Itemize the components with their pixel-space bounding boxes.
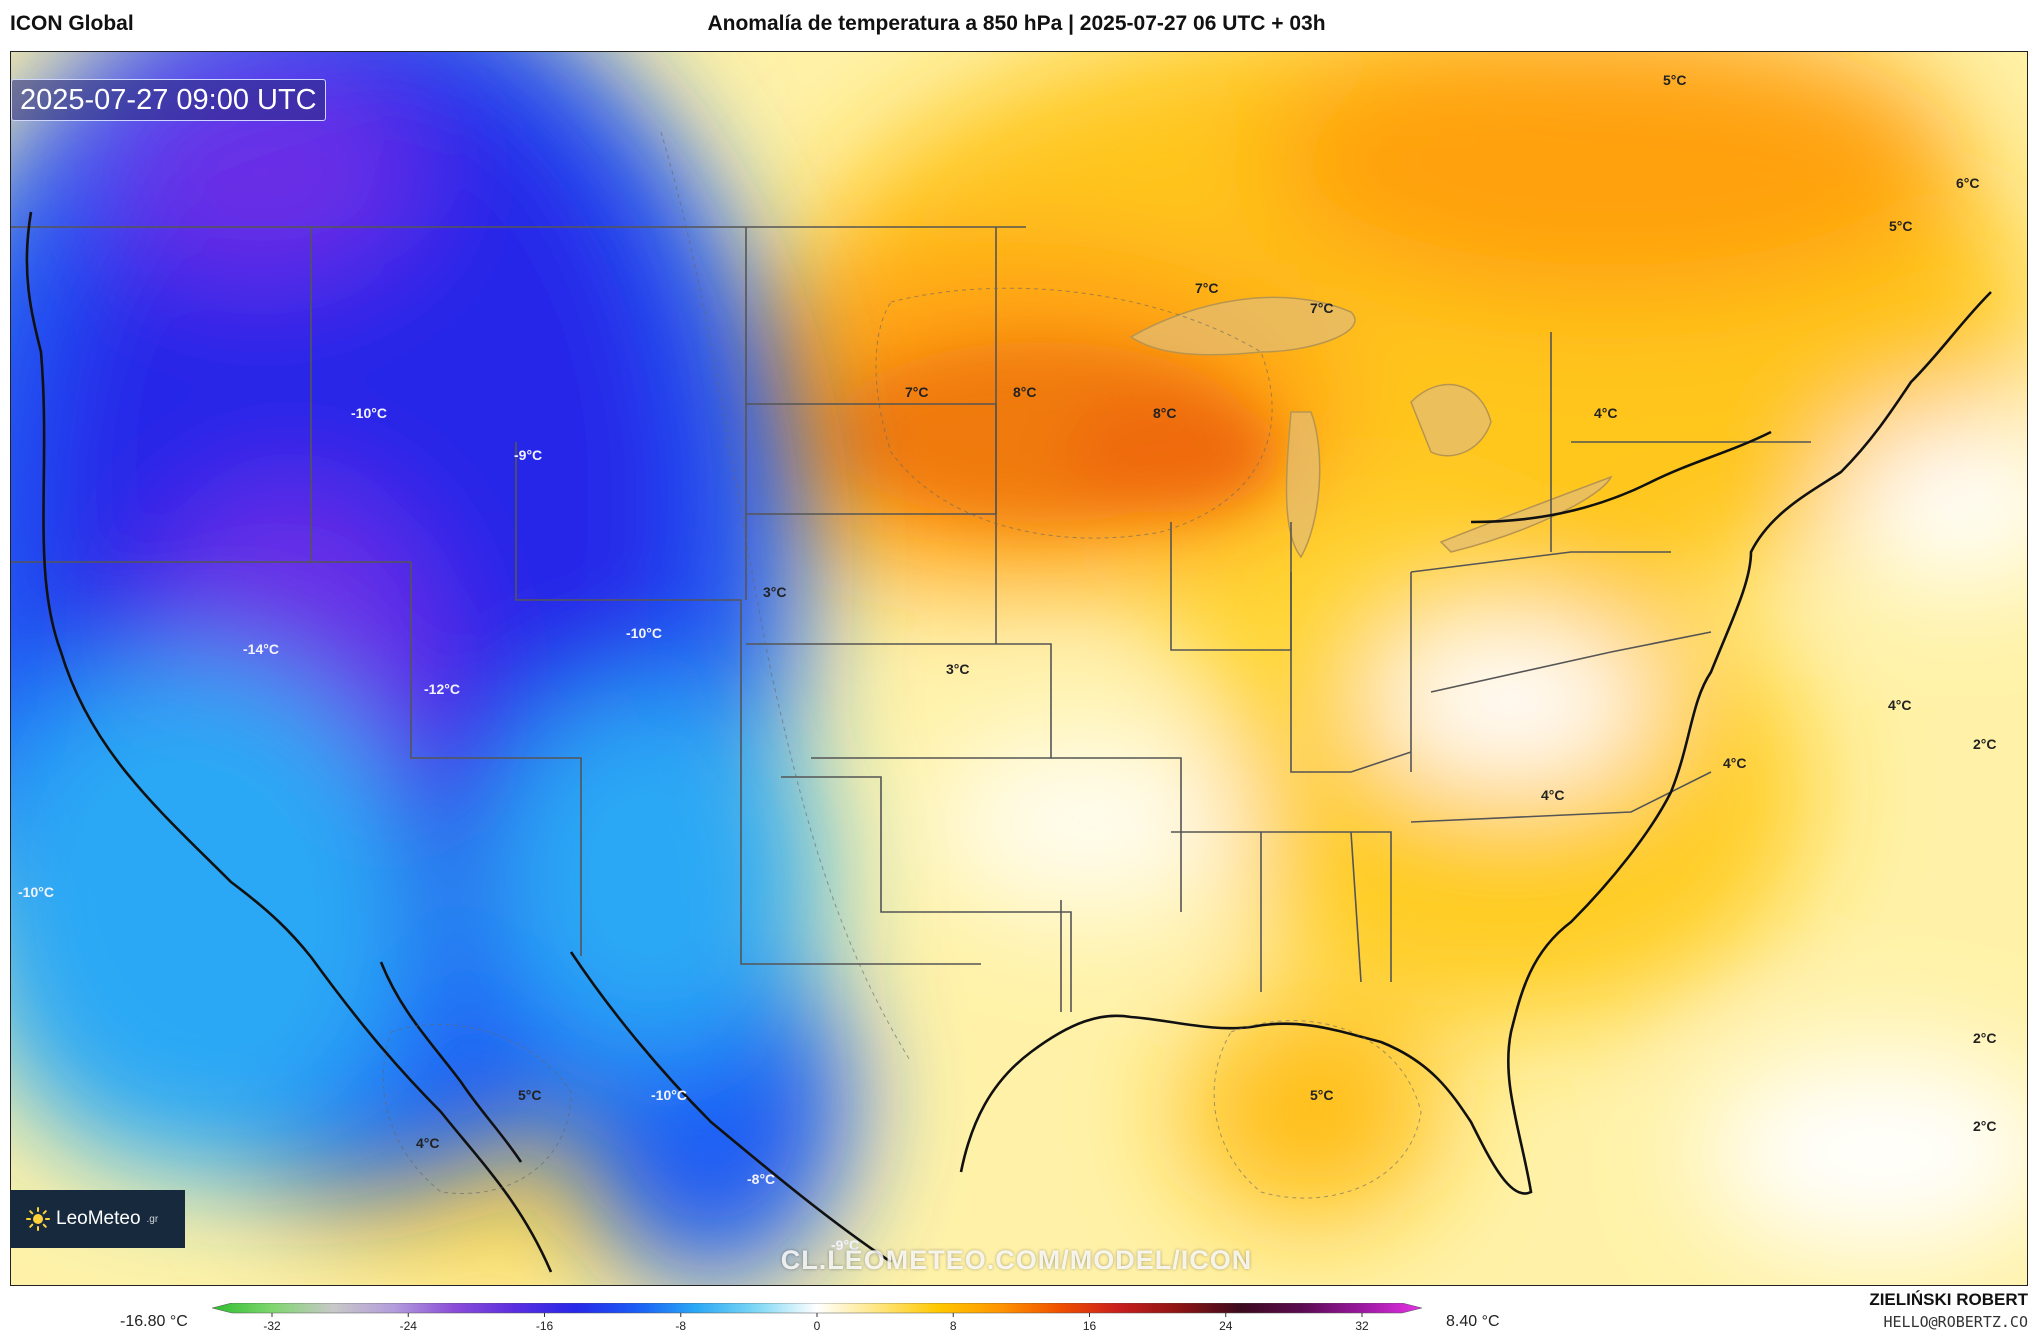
anomaly-label: 7°C xyxy=(1195,280,1219,296)
anomaly-label: 4°C xyxy=(416,1135,440,1151)
anomaly-label: 4°C xyxy=(1723,755,1747,771)
anomaly-field xyxy=(11,52,2027,1285)
author-name: ZIELIŃSKI ROBERT xyxy=(1869,1290,2028,1309)
anomaly-label: 3°C xyxy=(763,584,787,600)
great-lakes xyxy=(1129,296,1613,559)
cold-anomaly-field xyxy=(11,52,851,1282)
coastlines xyxy=(25,211,1992,1273)
map-title: Anomalía de temperatura a 850 hPa | 2025… xyxy=(707,12,1326,35)
colorbar-tick-label: 0 xyxy=(814,1319,821,1333)
anomaly-label: -10°C xyxy=(351,405,387,421)
valid-time-badge: 2025-07-27 09:00 UTC xyxy=(11,79,326,121)
colorbar-ticks: -32 -24 -16 -8 0 8 16 24 32 xyxy=(263,1313,1369,1333)
site-watermark: CL.LEOMETEO.COM/MODEL/ICON xyxy=(780,1245,1253,1275)
anomaly-label: 7°C xyxy=(1310,300,1334,316)
state-borders xyxy=(11,226,1811,1012)
colorbar-tick-label: -32 xyxy=(263,1319,281,1333)
colorbar-ramp xyxy=(212,1303,1422,1314)
colorbar-tick-label: 32 xyxy=(1355,1319,1369,1333)
anomaly-label: 2°C xyxy=(1973,1030,1997,1046)
anomaly-label: -9°C xyxy=(831,1237,860,1253)
model-name: ICON Global xyxy=(10,12,134,35)
leometeo-logo[interactable]: LeoMeteo .gr xyxy=(10,1190,185,1248)
anomaly-label: 5°C xyxy=(1663,72,1687,88)
sun-icon xyxy=(26,1207,50,1231)
logo-suffix: .gr xyxy=(146,1213,159,1225)
anomaly-label: -8°C xyxy=(747,1171,776,1187)
colorbar-min-label: -16.80 °C xyxy=(120,1313,188,1330)
colorbar: -32 -24 -16 -8 0 8 16 24 32 xyxy=(212,1303,1422,1333)
anomaly-label: 4°C xyxy=(1541,787,1565,803)
colorbar-tick-label: -16 xyxy=(536,1319,554,1333)
colorbar-tick-label: -8 xyxy=(675,1319,686,1333)
anomaly-label: 8°C xyxy=(1153,405,1177,421)
colorbar-tick-label: 8 xyxy=(950,1319,957,1333)
logo-text: LeoMeteo xyxy=(56,1208,141,1229)
colorbar-tick-label: 16 xyxy=(1083,1319,1097,1333)
colorbar-max-label: 8.40 °C xyxy=(1446,1313,1500,1330)
anomaly-label: 3°C xyxy=(946,661,970,677)
anomaly-label: 2°C xyxy=(1973,1118,1997,1134)
author-email: HELLO@ROBERTZ.CO xyxy=(1883,1313,2029,1331)
anomaly-label: -12°C xyxy=(424,681,460,697)
anomaly-label: 5°C xyxy=(1310,1087,1334,1103)
anomaly-contours xyxy=(382,131,1422,1199)
colorbar-tick-label: 24 xyxy=(1219,1319,1233,1333)
anomaly-label: 5°C xyxy=(1889,218,1913,234)
anomaly-label: -14°C xyxy=(243,641,279,657)
anomaly-label: 6°C xyxy=(1956,175,1980,191)
peak-warm-cores xyxy=(831,342,1281,522)
anomaly-label: -9°C xyxy=(514,447,543,463)
temperature-anomaly-map[interactable]: 2025-07-27 09:00 UTC 5°C 6°C 5°C 7°C 7°C… xyxy=(10,51,2028,1286)
anomaly-label: -10°C xyxy=(18,884,54,900)
anomaly-label: 8°C xyxy=(1013,384,1037,400)
anomaly-label: 5°C xyxy=(518,1087,542,1103)
colorbar-tick-label: -24 xyxy=(400,1319,418,1333)
anomaly-label: 2°C xyxy=(1973,736,1997,752)
anomaly-label: -10°C xyxy=(626,625,662,641)
anomaly-label: 4°C xyxy=(1888,697,1912,713)
anomaly-label: 4°C xyxy=(1594,405,1618,421)
anomaly-label: 7°C xyxy=(905,384,929,400)
anomaly-label: -10°C xyxy=(651,1087,687,1103)
